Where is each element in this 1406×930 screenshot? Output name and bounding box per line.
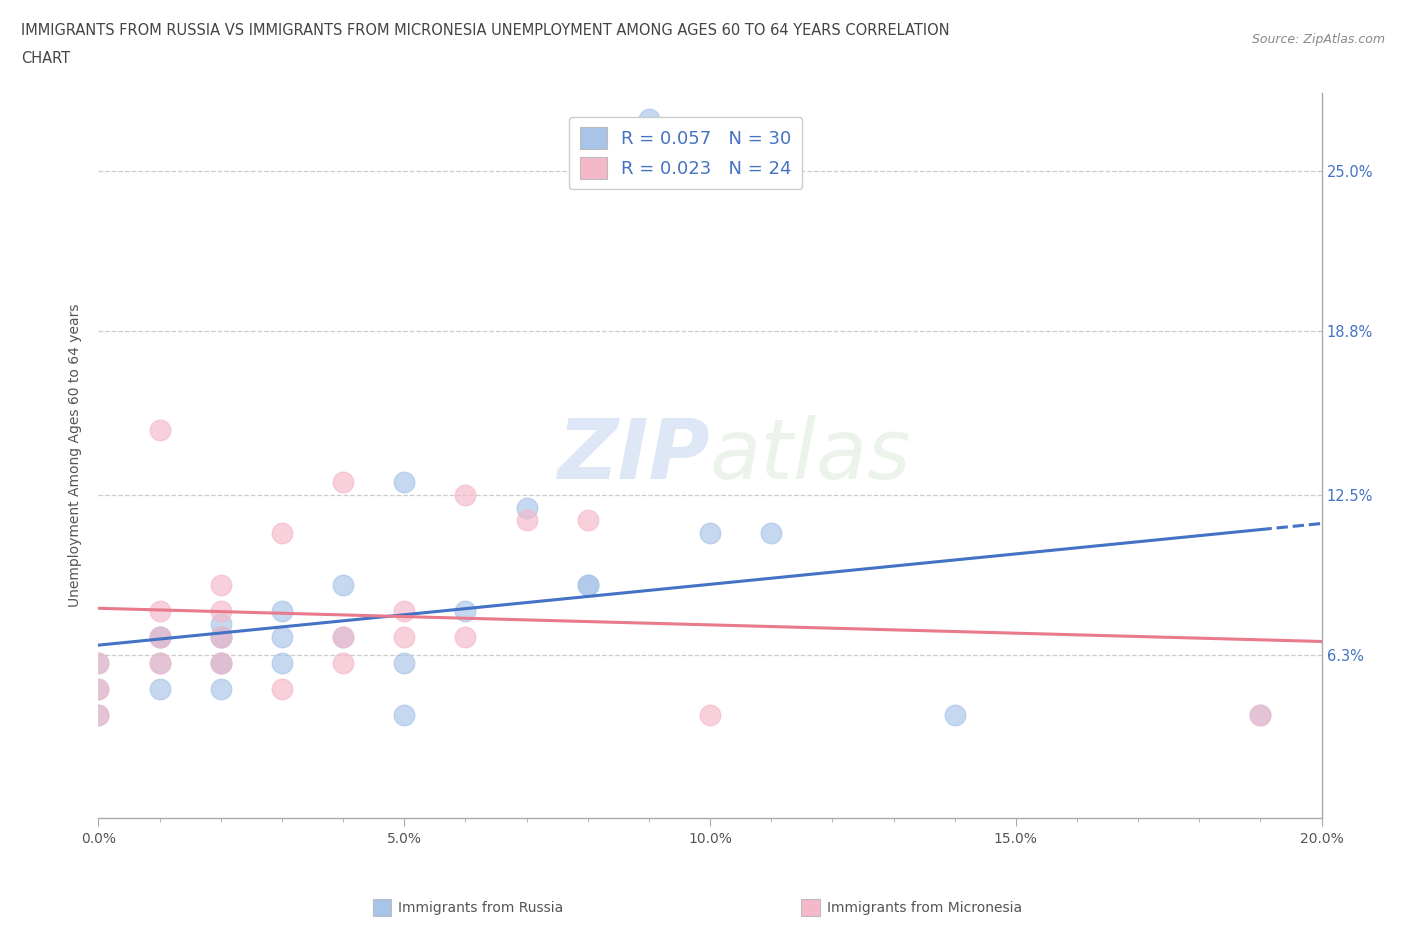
- Point: [209, 656, 232, 671]
- Point: [87, 682, 110, 697]
- Point: [209, 617, 232, 631]
- Point: [332, 578, 354, 592]
- Point: [516, 500, 538, 515]
- Point: [209, 630, 232, 644]
- Point: [1249, 708, 1271, 723]
- Text: CHART: CHART: [21, 51, 70, 66]
- Point: [270, 656, 292, 671]
- Point: [87, 708, 110, 723]
- Text: IMMIGRANTS FROM RUSSIA VS IMMIGRANTS FROM MICRONESIA UNEMPLOYMENT AMONG AGES 60 : IMMIGRANTS FROM RUSSIA VS IMMIGRANTS FRO…: [21, 23, 949, 38]
- Point: [576, 578, 599, 592]
- Point: [943, 708, 966, 723]
- Point: [392, 630, 416, 644]
- Point: [1249, 708, 1271, 723]
- Point: [149, 422, 172, 437]
- Point: [759, 526, 782, 541]
- Point: [87, 656, 110, 671]
- Point: [149, 604, 172, 618]
- Point: [392, 656, 416, 671]
- Point: [699, 708, 721, 723]
- Point: [209, 630, 232, 644]
- Point: [270, 682, 292, 697]
- Point: [454, 630, 477, 644]
- Point: [332, 656, 354, 671]
- Point: [149, 656, 172, 671]
- Point: [149, 630, 172, 644]
- Point: [576, 513, 599, 528]
- Point: [699, 526, 721, 541]
- Point: [87, 656, 110, 671]
- Point: [454, 604, 477, 618]
- Point: [209, 604, 232, 618]
- Text: atlas: atlas: [710, 415, 911, 497]
- Point: [87, 708, 110, 723]
- Point: [149, 656, 172, 671]
- Point: [149, 630, 172, 644]
- Text: ZIP: ZIP: [557, 415, 710, 497]
- Point: [209, 578, 232, 592]
- Point: [332, 474, 354, 489]
- Point: [332, 630, 354, 644]
- Point: [392, 604, 416, 618]
- Point: [149, 630, 172, 644]
- Point: [270, 604, 292, 618]
- Point: [454, 487, 477, 502]
- Point: [209, 682, 232, 697]
- Point: [516, 513, 538, 528]
- Text: Immigrants from Russia: Immigrants from Russia: [398, 900, 564, 915]
- Text: Source: ZipAtlas.com: Source: ZipAtlas.com: [1251, 33, 1385, 46]
- Point: [392, 474, 416, 489]
- Point: [637, 112, 661, 126]
- Text: Immigrants from Micronesia: Immigrants from Micronesia: [827, 900, 1022, 915]
- Y-axis label: Unemployment Among Ages 60 to 64 years: Unemployment Among Ages 60 to 64 years: [69, 304, 83, 607]
- Point: [209, 656, 232, 671]
- Point: [149, 682, 172, 697]
- Point: [270, 526, 292, 541]
- Point: [576, 578, 599, 592]
- Point: [209, 656, 232, 671]
- Point: [87, 682, 110, 697]
- Point: [209, 630, 232, 644]
- Point: [392, 708, 416, 723]
- Point: [332, 630, 354, 644]
- Point: [270, 630, 292, 644]
- Legend: R = 0.057   N = 30, R = 0.023   N = 24: R = 0.057 N = 30, R = 0.023 N = 24: [568, 116, 803, 190]
